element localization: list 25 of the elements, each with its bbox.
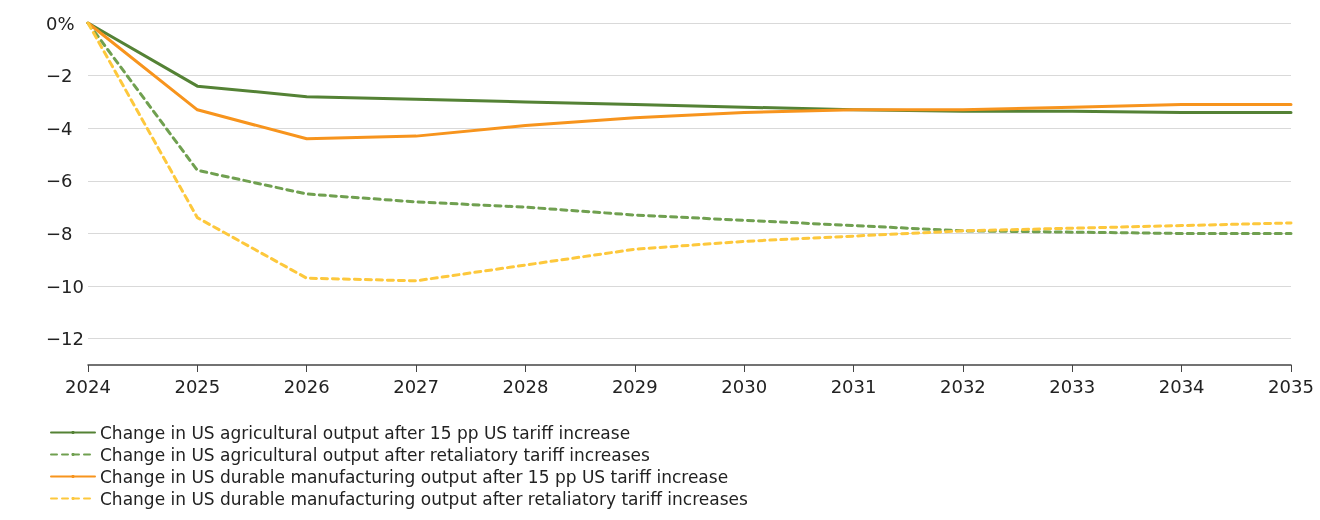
x-tick-label: 2029 (611, 375, 658, 397)
x-tick-label: 2028 (502, 375, 549, 397)
x-tick-label: 2032 (940, 375, 986, 397)
y-tick-label: −2 (46, 65, 73, 87)
y-tick-label: −8 (46, 222, 73, 244)
x-tick-label: 2035 (1268, 375, 1314, 397)
y-tick-label: −10 (46, 275, 84, 297)
legend-label: Change in US agricultural output after 15 pp US tariff increase (100, 422, 631, 443)
x-tick-label: 2030 (721, 375, 768, 397)
x-tick-label: 2027 (393, 375, 439, 397)
x-tick-label: 2033 (1049, 375, 1096, 397)
x-tick-label: 2034 (1158, 375, 1205, 397)
x-tick-label: 2031 (830, 375, 877, 397)
y-tick-label: −12 (46, 328, 84, 350)
y-tick-label: 0% (46, 12, 75, 34)
y-tick-label: −6 (46, 170, 73, 192)
line-series (86, 21, 1293, 141)
y-tick-label: −4 (46, 117, 73, 139)
line-series (86, 21, 1293, 283)
x-tick-label: 2025 (174, 375, 221, 397)
x-tick-label: 2026 (283, 375, 330, 397)
legend-label: Change in US durable manufacturing output after 15 pp US tariff increase (100, 466, 729, 487)
x-tick-label: 2024 (65, 375, 111, 397)
legend-label: Change in US agricultural output after retaliatory tariff increases (100, 444, 650, 465)
legend-label: Change in US durable manufacturing output after retaliatory tariff increases (100, 488, 748, 509)
